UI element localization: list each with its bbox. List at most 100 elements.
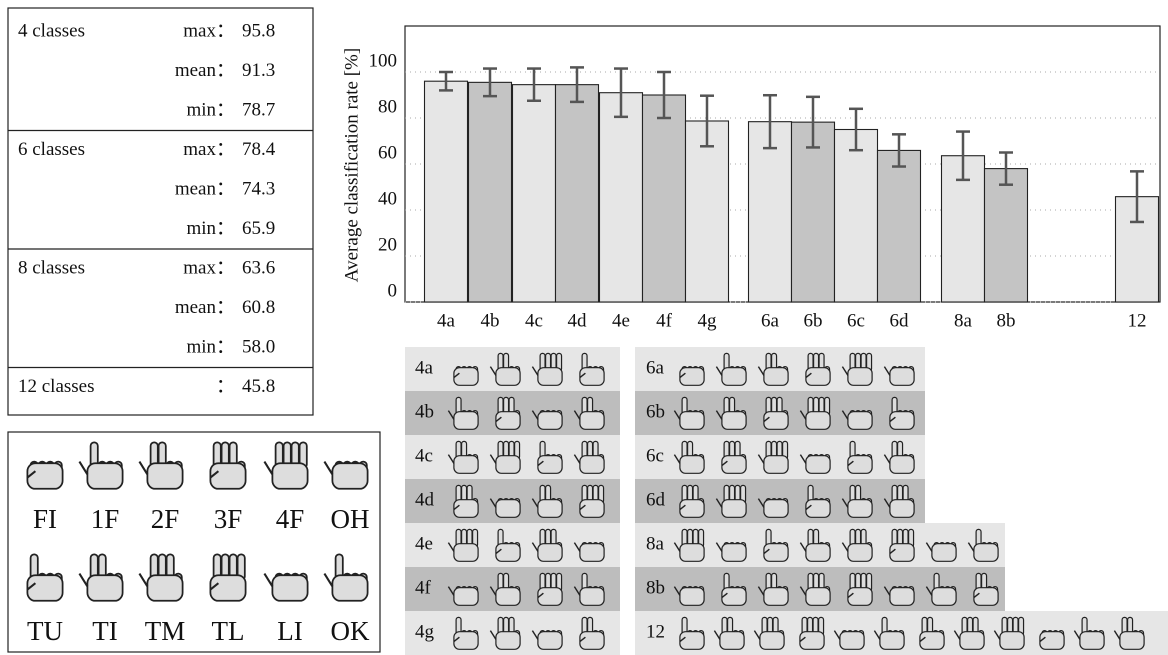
palm <box>764 412 788 430</box>
palm <box>840 632 864 650</box>
palm <box>806 456 830 474</box>
palm <box>580 368 604 386</box>
row-label: 8a <box>646 533 665 554</box>
row-label: 4c <box>415 445 433 466</box>
hand-icon <box>79 442 122 488</box>
bar <box>425 81 468 302</box>
palm <box>27 463 62 489</box>
palm <box>722 456 746 474</box>
hand-icon <box>264 574 307 601</box>
palm <box>496 412 520 430</box>
palm <box>580 632 604 650</box>
hand-icon <box>890 529 914 561</box>
palm <box>496 588 520 606</box>
palm <box>210 463 245 489</box>
bar <box>643 95 686 302</box>
stat-label: max： <box>183 257 235 278</box>
palm <box>890 588 914 606</box>
palm <box>454 368 478 386</box>
palm <box>974 544 998 562</box>
row-label: 6a <box>646 357 665 378</box>
palm <box>147 463 182 489</box>
palm <box>454 412 478 430</box>
palm <box>848 588 872 606</box>
row-label: 4e <box>415 533 433 554</box>
palm <box>496 456 520 474</box>
palm <box>332 463 367 489</box>
bar <box>513 85 556 302</box>
group-name: 8 classes <box>18 257 85 278</box>
hand-icon <box>324 554 367 600</box>
palm <box>920 632 944 650</box>
stat-label: mean： <box>175 297 235 318</box>
palm <box>848 456 872 474</box>
y-tick-label: 100 <box>369 50 398 71</box>
stat-label: min： <box>186 99 235 120</box>
palm <box>496 632 520 650</box>
palm <box>1000 632 1024 650</box>
gesture-label: TL <box>212 616 245 646</box>
y-axis-label: Average classification rate [%] <box>341 48 362 282</box>
palm <box>764 544 788 562</box>
palm <box>680 544 704 562</box>
x-tick-label: 4g <box>698 310 718 331</box>
gesture-label: 2F <box>151 504 180 534</box>
stat-label: max： <box>183 139 235 160</box>
palm <box>210 575 245 601</box>
y-tick-label: 20 <box>378 234 397 255</box>
gesture-label: 1F <box>91 504 120 534</box>
hand-icon <box>324 462 367 489</box>
palm <box>848 368 872 386</box>
x-tick-label: 8a <box>954 310 973 331</box>
bar <box>985 169 1028 302</box>
palm <box>332 575 367 601</box>
palm <box>496 544 520 562</box>
palm <box>848 500 872 518</box>
palm <box>890 544 914 562</box>
row-label: 4d <box>415 489 435 510</box>
thumb <box>139 574 147 587</box>
x-tick-label: 8b <box>997 310 1016 331</box>
gesture-label: 4F <box>276 504 305 534</box>
row-label: 6c <box>646 445 664 466</box>
palm <box>848 412 872 430</box>
palm <box>806 544 830 562</box>
palm <box>538 456 562 474</box>
hand-icon <box>210 442 245 488</box>
thumb <box>79 574 87 587</box>
x-tick-label: 6b <box>804 310 823 331</box>
stat-label: mean： <box>175 60 235 81</box>
thumb <box>264 462 272 475</box>
palm <box>848 544 872 562</box>
hand-icon <box>27 462 62 489</box>
palm <box>764 500 788 518</box>
palm <box>890 412 914 430</box>
palm <box>538 412 562 430</box>
palm <box>538 500 562 518</box>
palm <box>974 588 998 606</box>
palm <box>880 632 904 650</box>
stat-label: mean： <box>175 178 235 199</box>
row-label: 6d <box>646 489 666 510</box>
bar <box>686 121 729 302</box>
thumb <box>264 574 272 587</box>
palm <box>680 588 704 606</box>
hand-icon <box>454 367 478 386</box>
palm <box>680 412 704 430</box>
stat-label: min： <box>186 218 235 239</box>
x-tick-label: 4a <box>437 310 456 331</box>
palm <box>454 456 478 474</box>
palm <box>580 456 604 474</box>
gesture-label: OH <box>331 504 370 534</box>
bar <box>556 85 599 302</box>
palm <box>538 632 562 650</box>
palm <box>890 368 914 386</box>
bar <box>792 122 835 302</box>
hand-icon <box>680 367 704 386</box>
palm <box>1040 632 1064 650</box>
legend-box <box>8 432 380 652</box>
palm <box>800 632 824 650</box>
y-tick-label: 0 <box>388 280 398 301</box>
x-tick-label: 12 <box>1128 310 1147 331</box>
palm <box>454 588 478 606</box>
